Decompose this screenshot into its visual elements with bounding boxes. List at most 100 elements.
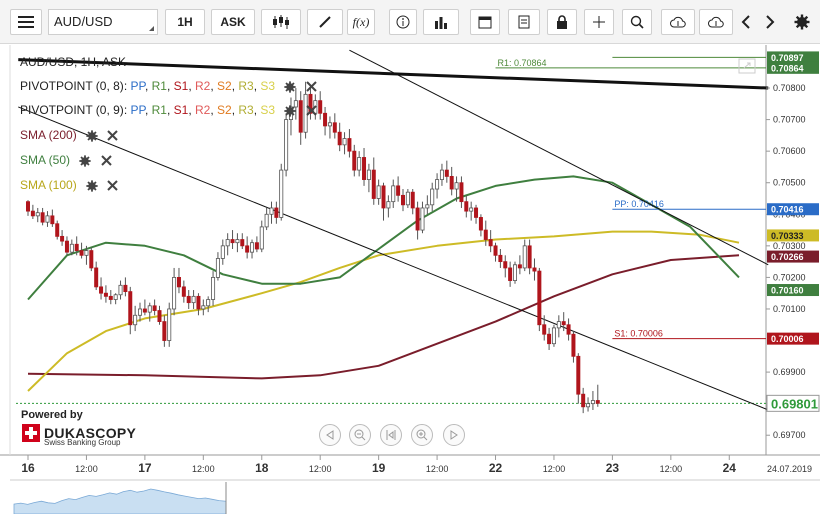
drawing-tools-button[interactable] xyxy=(307,9,343,35)
timeframe-selector[interactable]: 1H xyxy=(165,9,205,35)
candle-body xyxy=(435,179,440,190)
candle xyxy=(561,312,566,332)
candle xyxy=(69,239,74,256)
price-type-selector[interactable]: ASK xyxy=(211,9,255,35)
candle-body xyxy=(79,250,84,256)
candle xyxy=(94,261,99,291)
candle-body xyxy=(162,321,167,341)
chart-type-button[interactable] xyxy=(261,9,301,35)
navigator-area xyxy=(13,488,227,514)
close-icon[interactable] xyxy=(100,155,112,167)
candle xyxy=(444,160,449,183)
x-tick-label: 12:00 xyxy=(192,464,215,474)
candle xyxy=(167,302,172,347)
candle xyxy=(517,255,522,275)
calendar-button[interactable] xyxy=(470,9,500,35)
nav-back-button[interactable] xyxy=(319,424,341,446)
candle xyxy=(55,220,60,240)
candle-body xyxy=(191,295,196,304)
candle xyxy=(586,397,591,412)
candle xyxy=(279,163,284,221)
legend-s3: S3 xyxy=(260,103,276,117)
zoom-button[interactable] xyxy=(622,9,652,35)
candle-body xyxy=(483,229,488,240)
gear-icon[interactable] xyxy=(284,81,297,93)
candle xyxy=(571,331,576,363)
legend-pp: PP xyxy=(130,103,145,117)
price-tag: 0.70333 xyxy=(767,229,819,242)
legend-r2: R2 xyxy=(195,103,211,117)
indicators-button[interactable]: f(x) xyxy=(347,9,375,35)
legend-r1: R1 xyxy=(151,103,167,117)
gear-icon[interactable] xyxy=(86,130,98,142)
legend-s2: S2 xyxy=(217,103,232,117)
y-tick-label: 0.70700 xyxy=(773,115,806,125)
candle-body xyxy=(444,169,449,177)
price-chart[interactable]: R1: 0.70864 PP: 0.70416 S1: 0.70006 0.6970… xyxy=(0,45,820,514)
settings-button[interactable] xyxy=(790,9,814,35)
zoom-out-button[interactable] xyxy=(349,424,371,446)
candle xyxy=(220,239,225,265)
legend-sma-100[interactable]: SMA (100) xyxy=(20,178,119,192)
scroll-left-button[interactable] xyxy=(735,9,757,35)
candle-body xyxy=(74,243,79,251)
expand-icon[interactable] xyxy=(738,58,756,74)
candle-body xyxy=(561,321,566,326)
candle-body xyxy=(366,169,371,180)
close-icon[interactable] xyxy=(107,130,119,142)
candle-body xyxy=(138,308,143,316)
close-icon[interactable] xyxy=(306,81,317,93)
candle-body xyxy=(303,93,308,133)
menu-button[interactable] xyxy=(10,9,42,35)
gear-icon[interactable] xyxy=(86,180,98,192)
report-button[interactable] xyxy=(508,9,540,35)
y-tick-label: 0.70800 xyxy=(773,83,806,93)
candle xyxy=(396,176,401,202)
candle xyxy=(371,157,376,205)
price-tag-box xyxy=(767,332,819,345)
candle-body xyxy=(113,294,118,300)
info-button[interactable] xyxy=(389,9,417,35)
logo-subtitle: Swiss Banking Group xyxy=(44,438,121,447)
legend-sma-200[interactable]: SMA (200) xyxy=(20,128,119,142)
download-button[interactable] xyxy=(699,9,733,35)
symbol-selector[interactable]: AUD/USD xyxy=(48,9,158,35)
crosshair-button[interactable] xyxy=(584,9,614,35)
price-tag-label: 0.70416 xyxy=(771,205,804,215)
candle-body xyxy=(527,245,532,269)
legend-pivot-1[interactable]: PIVOTPOINT (0, 8): PP, R1, S1, R2, S2, R… xyxy=(20,79,317,93)
legend-pivot-2[interactable]: PIVOTPOINT (0, 9): PP, R1, S1, R2, S2, R… xyxy=(20,103,317,117)
pivot-level-label: R1: 0.70864 xyxy=(498,58,547,68)
close-icon[interactable] xyxy=(306,105,317,117)
close-icon[interactable] xyxy=(107,180,119,192)
legend-pivot-1-name: PIVOTPOINT (0, 8) xyxy=(20,79,124,93)
candle-body xyxy=(206,299,211,307)
candle-body xyxy=(60,235,65,242)
candle-body xyxy=(537,270,542,326)
lock-button[interactable] xyxy=(547,9,577,35)
candle xyxy=(391,179,396,208)
candle xyxy=(362,148,367,186)
candle xyxy=(138,302,143,322)
gear-icon[interactable] xyxy=(284,105,297,117)
candle-body xyxy=(347,138,352,152)
fit-button[interactable] xyxy=(380,424,402,446)
candle xyxy=(186,290,191,309)
candle xyxy=(176,267,181,294)
gear-icon[interactable] xyxy=(79,155,91,167)
legend-sma-100-label: SMA (100) xyxy=(20,178,77,192)
volume-button[interactable] xyxy=(423,9,459,35)
price-tag-box xyxy=(767,203,819,216)
candle xyxy=(269,201,274,224)
x-tick-label: 12:00 xyxy=(543,464,566,474)
nav-forward-button[interactable] xyxy=(443,424,465,446)
candle-body xyxy=(400,194,405,206)
candle-body xyxy=(225,239,230,247)
upload-button[interactable] xyxy=(661,9,695,35)
candle xyxy=(332,113,337,139)
scroll-right-button[interactable] xyxy=(759,9,781,35)
legend-sma-50-label: SMA (50) xyxy=(20,153,71,167)
legend-sma-50[interactable]: SMA (50) xyxy=(20,153,112,167)
zoom-in-button[interactable] xyxy=(411,424,433,446)
candle-body xyxy=(586,403,591,408)
